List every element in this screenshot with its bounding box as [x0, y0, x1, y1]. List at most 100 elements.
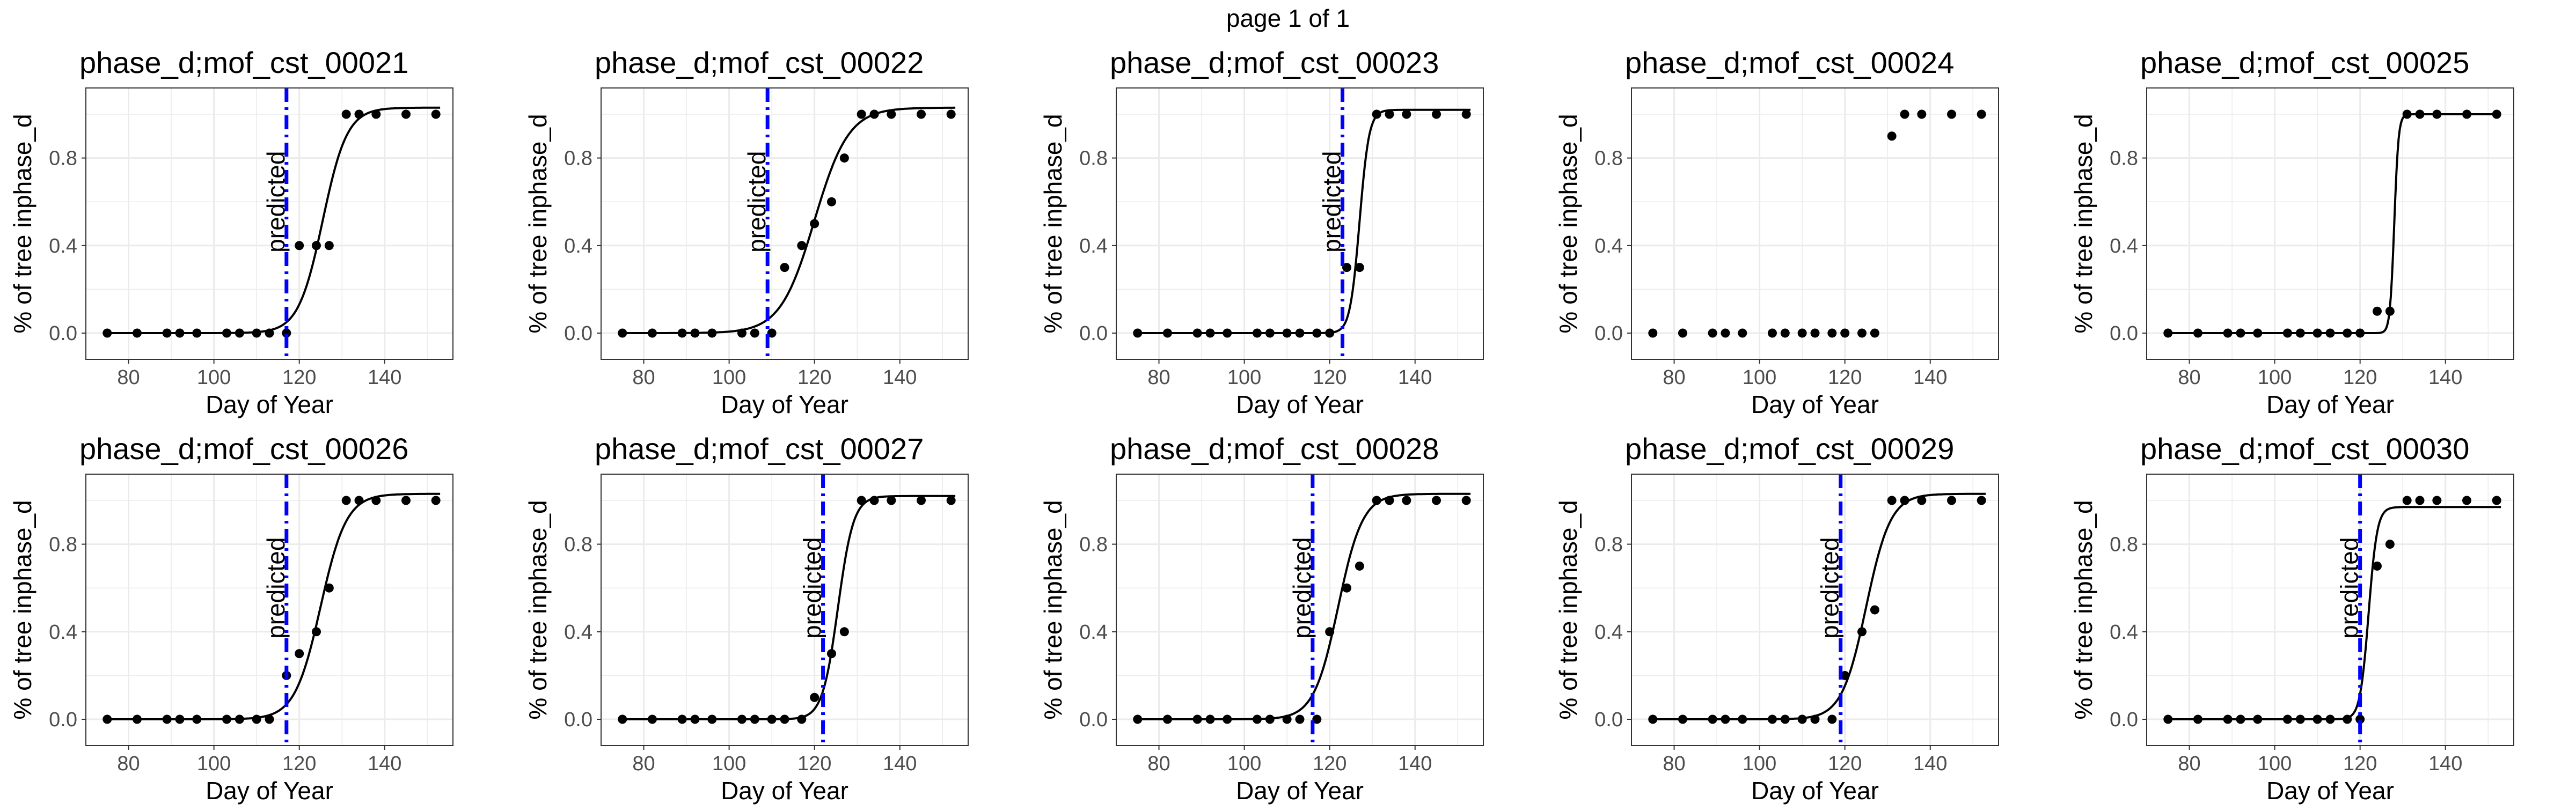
- data-point: [946, 496, 956, 505]
- data-point: [1738, 328, 1747, 338]
- data-point: [431, 496, 441, 505]
- data-point: [1708, 714, 1717, 724]
- x-tick-label: 100: [1743, 753, 1776, 775]
- data-point: [1977, 109, 1986, 119]
- data-point: [2462, 109, 2472, 119]
- y-axis-label: % of tree inphase_d: [9, 500, 36, 719]
- data-point: [192, 714, 202, 724]
- data-point: [2253, 328, 2263, 338]
- data-point: [750, 714, 759, 724]
- x-tick-label: 100: [197, 366, 231, 389]
- data-point: [2402, 496, 2412, 505]
- data-point: [857, 496, 866, 505]
- data-point: [887, 109, 896, 119]
- y-tick-label: 0.8: [1594, 148, 1623, 170]
- y-tick-label: 0.0: [1594, 322, 1623, 345]
- x-tick-label: 100: [712, 366, 746, 389]
- data-point: [324, 583, 334, 593]
- chart-title: phase_d;mof_cst_00030: [2140, 432, 2469, 466]
- chart-svg: predicted 80 100 120 140 0.0 0.4 0.8 phase_d;mof…: [524, 432, 969, 805]
- data-point: [797, 241, 807, 250]
- x-tick-label: 140: [883, 366, 917, 389]
- data-point: [2325, 328, 2335, 338]
- data-point: [1372, 109, 1381, 119]
- data-point: [1721, 328, 1730, 338]
- y-tick-label: 0.0: [2110, 709, 2138, 731]
- chart-panel: predicted 80 100 120 140 0.0 0.4 0.8 phase_d;mof…: [1030, 425, 1546, 811]
- data-point: [354, 109, 364, 119]
- chart-svg: predicted 80 100 120 140 0.0 0.4 0.8 phase_d;mof…: [9, 432, 453, 805]
- y-tick-label: 0.8: [49, 534, 77, 556]
- x-tick-label: 80: [2178, 366, 2200, 389]
- x-tick-label: 120: [2343, 366, 2377, 389]
- data-point: [252, 714, 261, 724]
- data-point: [2462, 496, 2472, 505]
- chart-title: phase_d;mof_cst_00021: [79, 46, 408, 79]
- data-point: [1355, 561, 1364, 571]
- data-point: [917, 496, 926, 505]
- data-point: [1678, 714, 1687, 724]
- data-point: [1385, 109, 1394, 119]
- chart-title: phase_d;mof_cst_00025: [2140, 46, 2469, 79]
- x-tick-label: 120: [2343, 753, 2377, 775]
- data-point: [810, 219, 819, 228]
- predicted-annotation: predicted: [799, 537, 826, 639]
- chart-svg: predicted 80 100 120 140 0.0 0.4 0.8 phase_d;mof…: [9, 46, 453, 418]
- data-point: [401, 109, 411, 119]
- data-point: [2282, 714, 2292, 724]
- data-point: [235, 714, 244, 724]
- chart-title: phase_d;mof_cst_00026: [79, 432, 408, 466]
- data-point: [647, 328, 657, 338]
- chart-title: phase_d;mof_cst_00027: [595, 432, 924, 466]
- data-point: [1827, 328, 1837, 338]
- data-point: [1265, 328, 1275, 338]
- data-point: [1295, 714, 1305, 724]
- predicted-annotation: predicted: [1816, 537, 1844, 639]
- data-point: [1780, 714, 1790, 724]
- y-tick-label: 0.8: [564, 534, 592, 556]
- data-point: [2372, 306, 2382, 316]
- y-tick-label: 0.4: [1079, 621, 1108, 644]
- data-point: [265, 328, 274, 338]
- fitted-curve: [618, 106, 956, 334]
- data-point: [2432, 496, 2442, 505]
- plot-border: [2146, 474, 2514, 746]
- data-point: [341, 496, 351, 505]
- data-point: [235, 328, 244, 338]
- data-point: [1648, 328, 1658, 338]
- data-point: [341, 109, 351, 119]
- data-point: [103, 714, 112, 724]
- x-tick-label: 120: [1313, 366, 1346, 389]
- data-point: [1402, 109, 1411, 119]
- data-point: [1252, 714, 1262, 724]
- plot-border: [1116, 87, 1484, 360]
- data-point: [618, 328, 627, 338]
- data-point: [737, 328, 747, 338]
- x-tick-label: 140: [368, 366, 401, 389]
- data-point: [1947, 496, 1957, 505]
- data-point: [887, 496, 896, 505]
- predicted-annotation: predicted: [743, 151, 771, 253]
- data-point: [2193, 714, 2202, 724]
- plot-border: [2146, 87, 2514, 360]
- plot-background: [601, 474, 968, 746]
- chart-svg: predicted 80 100 120 140 0.0 0.4 0.8 phase_d;mof…: [1039, 46, 1484, 418]
- y-tick-label: 0.0: [564, 709, 592, 731]
- data-point: [1295, 328, 1305, 338]
- y-axis-label: % of tree inphase_d: [1039, 500, 1067, 719]
- x-tick-label: 120: [1313, 753, 1346, 775]
- data-point: [1223, 714, 1232, 724]
- x-tick-label: 80: [1147, 366, 1170, 389]
- chart-panel: predicted 80 100 120 140 0.0 0.4 0.8 phase_d;mof…: [515, 39, 1030, 425]
- chart-title: phase_d;mof_cst_00022: [595, 46, 924, 79]
- y-tick-label: 0.8: [1079, 534, 1108, 556]
- data-point: [1461, 496, 1471, 505]
- data-point: [222, 328, 231, 338]
- x-tick-label: 140: [883, 753, 917, 775]
- y-tick-label: 0.4: [564, 235, 592, 257]
- plot-background: [86, 474, 453, 746]
- y-tick-label: 0.4: [49, 235, 77, 257]
- plot-background: [1631, 474, 1999, 746]
- data-point: [1780, 328, 1790, 338]
